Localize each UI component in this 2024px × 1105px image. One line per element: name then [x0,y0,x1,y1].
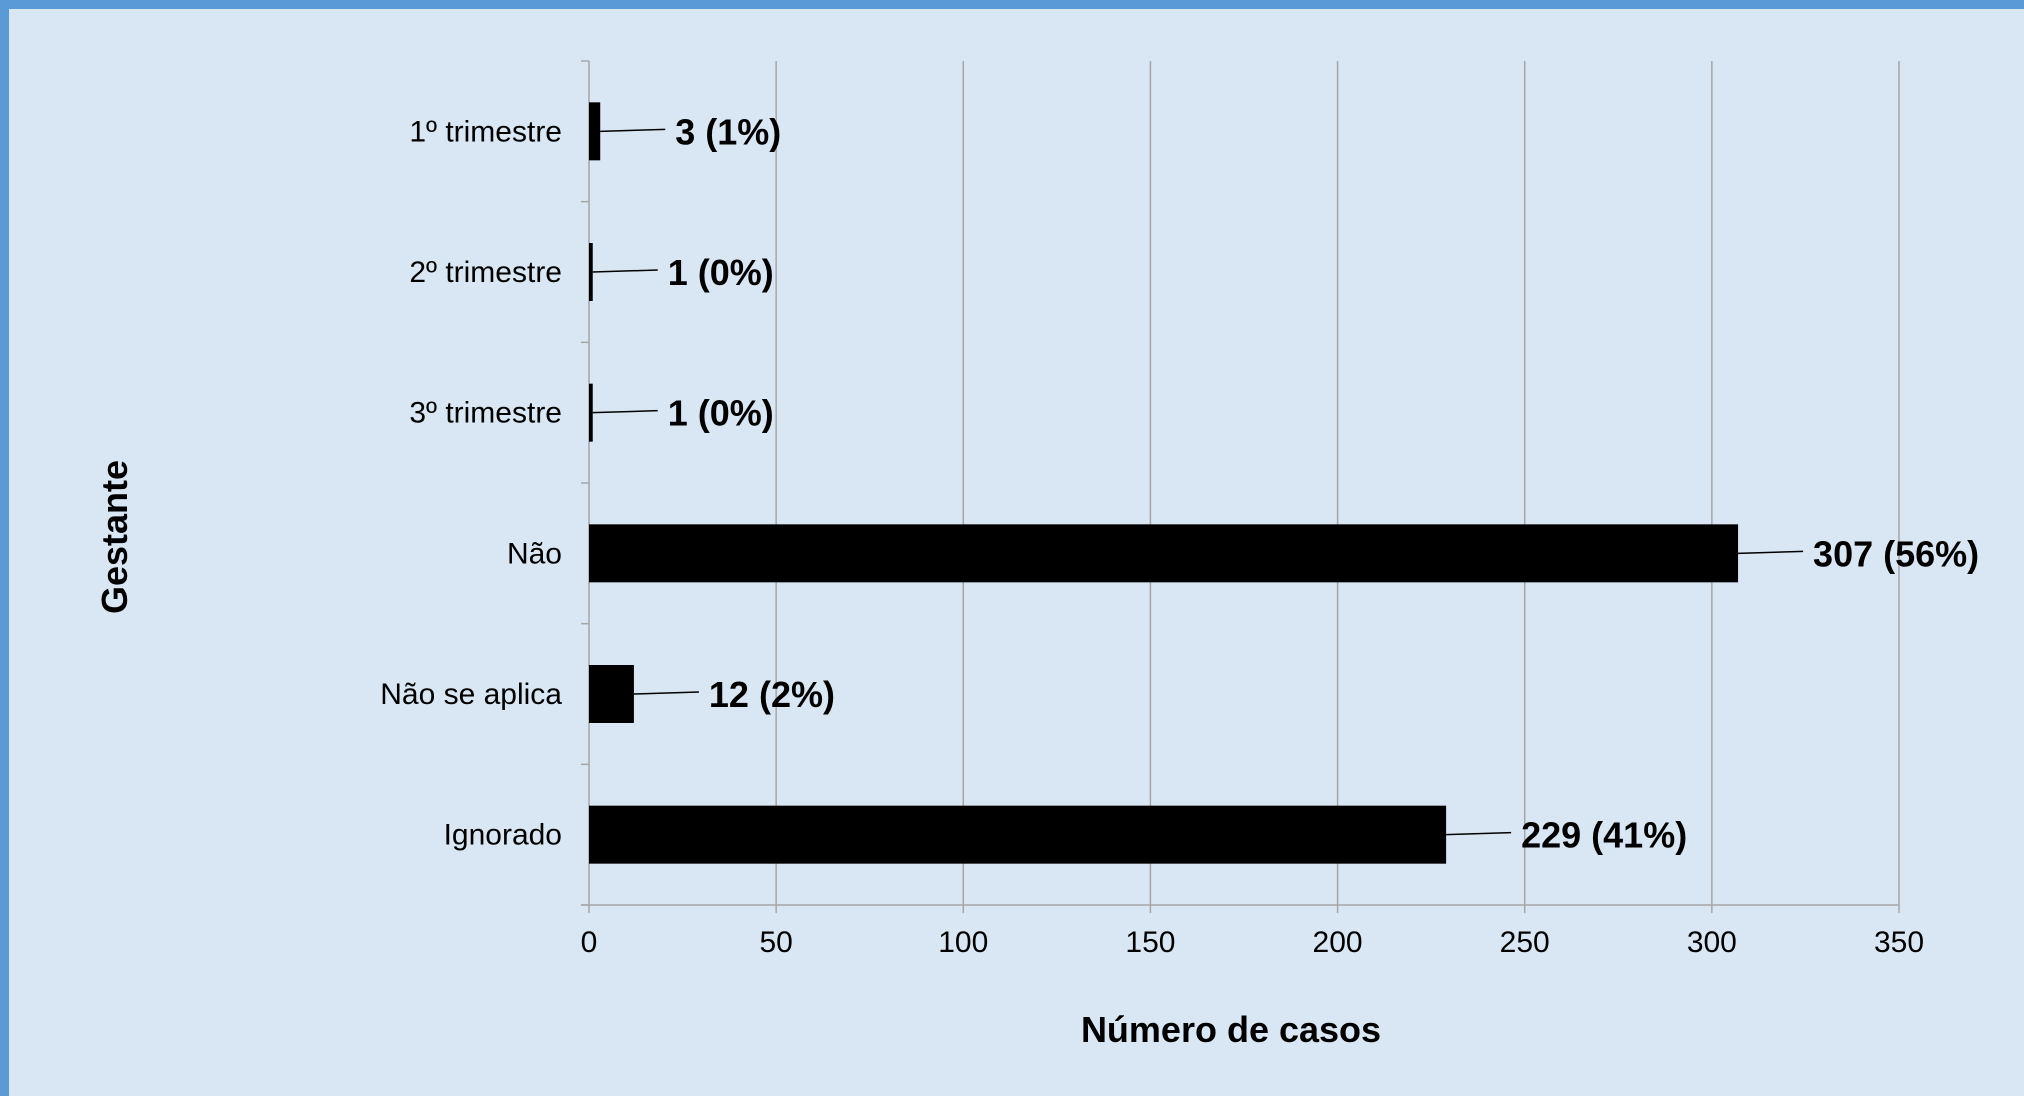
axes: 0 50 100 150 200 250 300 350 [581,60,1924,959]
category-label: 2º trimestre [409,256,562,289]
bars [589,102,1739,864]
data-label: 12 (2%) [709,674,835,715]
bar [589,383,593,442]
bar [589,243,593,301]
leader-line [600,128,666,133]
leader-line [592,269,658,273]
data-label: 1 (0%) [668,393,774,434]
category-label: Não se aplica [380,678,562,711]
bar [589,805,1447,864]
bar [589,524,1739,583]
leader-line [633,691,699,695]
data-label: 1 (0%) [668,252,774,293]
leader-line [1738,550,1804,555]
data-label: 3 (1%) [675,111,781,152]
y-axis-title: Gestante [94,460,135,614]
category-label: 1º trimestre [409,115,562,148]
x-tick-label: 50 [759,926,792,959]
leader-line [592,409,658,414]
leader-line [1446,831,1512,836]
x-tick-label: 350 [1874,926,1924,959]
labels: 1º trimestre 3 (1%) 2º trimestre 1 (0%) 3º t… [380,111,1979,855]
x-tick-label: 300 [1687,926,1737,959]
x-tick-label: 0 [581,926,598,959]
data-label: 307 (56%) [1813,533,1979,574]
category-label: Não [507,537,562,570]
bar [589,665,634,723]
gridlines [775,61,1900,905]
x-tick-label: 100 [938,926,988,959]
x-tick-label: 150 [1125,926,1175,959]
x-tick-label: 200 [1313,926,1363,959]
x-axis-title: Número de casos [1081,1009,1381,1050]
category-label: 3º trimestre [409,397,562,430]
category-label: Ignorado [444,819,562,852]
data-label: 229 (41%) [1521,815,1687,856]
x-tick-label: 250 [1500,926,1550,959]
bar [589,102,601,161]
bar-chart: 0 50 100 150 200 250 300 350 1º trimestre 3 (1%)… [94,60,1979,1050]
